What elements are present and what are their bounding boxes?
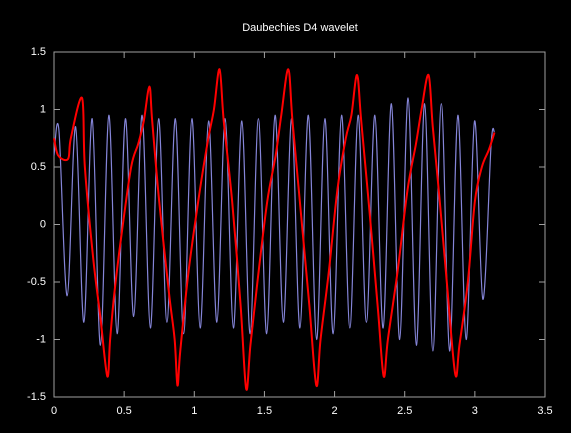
- y-tick-label: 0.5: [31, 161, 46, 173]
- series-line: [53, 68, 496, 391]
- series-line: [53, 97, 496, 352]
- x-tick-label: 1.5: [257, 405, 272, 417]
- x-tick-label: 3: [472, 405, 478, 417]
- y-tick-label: -0.5: [27, 276, 46, 288]
- y-tick-label: 1: [40, 103, 46, 115]
- x-tick-label: 2: [332, 405, 338, 417]
- x-tick-label: 2.5: [397, 405, 412, 417]
- y-tick-label: 1.5: [31, 46, 46, 58]
- plot-frame: [53, 51, 546, 398]
- x-tick-label: 3.5: [537, 405, 552, 417]
- chart-title: Daubechies D4 wavelet: [242, 22, 358, 34]
- x-tick-label: 0: [51, 405, 57, 417]
- y-tick-label: -1.5: [27, 391, 46, 403]
- x-tick-label: 1: [191, 405, 197, 417]
- y-tick-label: -1: [36, 333, 46, 345]
- y-tick-label: 0: [40, 218, 46, 230]
- x-tick-label: 0.5: [116, 405, 131, 417]
